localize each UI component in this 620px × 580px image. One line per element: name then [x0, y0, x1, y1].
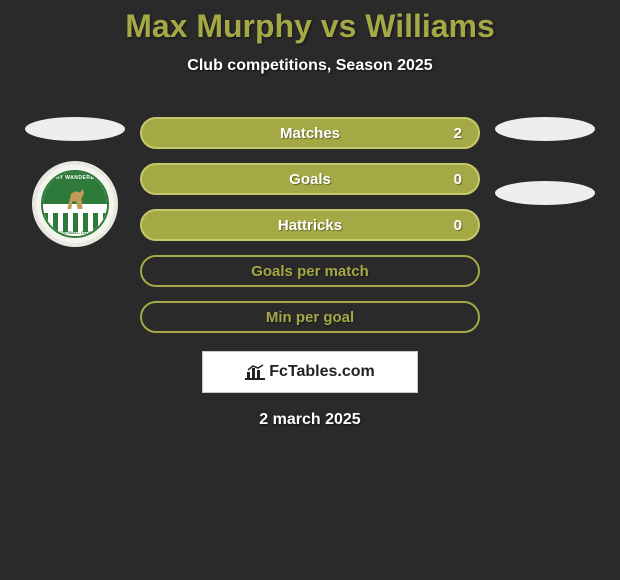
- attribution-text: FcTables.com: [269, 363, 375, 381]
- stat-value: 2: [454, 125, 462, 142]
- stat-bar-hattricks: Hattricks 0: [140, 209, 480, 241]
- left-club-badge: BRAY WANDERERS FOOTBALL CLUB: [32, 161, 118, 247]
- stat-value: 0: [454, 217, 462, 234]
- right-club-placeholder: [495, 181, 595, 205]
- left-player-placeholder: [25, 117, 125, 141]
- stat-label: Min per goal: [266, 309, 354, 326]
- left-player-col: BRAY WANDERERS FOOTBALL CLUB: [20, 117, 130, 247]
- right-player-col: [490, 117, 600, 205]
- attribution-box: FcTables.com: [202, 351, 418, 393]
- stat-bar-min-per-goal: Min per goal: [140, 301, 480, 333]
- comparison-card: Max Murphy vs Williams Club competitions…: [0, 0, 620, 429]
- chart-icon: [245, 364, 265, 380]
- stat-bar-goals: Goals 0: [140, 163, 480, 195]
- main-row: BRAY WANDERERS FOOTBALL CLUB Matches 2 G…: [0, 117, 620, 333]
- badge-text-top: BRAY WANDERERS: [43, 175, 107, 181]
- stat-label: Matches: [280, 125, 340, 142]
- stats-column: Matches 2 Goals 0 Hattricks 0 Goals per …: [140, 117, 480, 333]
- stat-value: 0: [454, 171, 462, 188]
- stat-label: Goals: [289, 171, 331, 188]
- badge-inner: BRAY WANDERERS FOOTBALL CLUB: [41, 170, 109, 238]
- right-player-placeholder: [495, 117, 595, 141]
- stat-label: Goals per match: [251, 263, 369, 280]
- date-text: 2 march 2025: [0, 411, 620, 429]
- stat-bar-matches: Matches 2: [140, 117, 480, 149]
- badge-text-bottom: FOOTBALL CLUB: [43, 230, 107, 235]
- page-title: Max Murphy vs Williams: [0, 8, 620, 45]
- subtitle: Club competitions, Season 2025: [0, 57, 620, 75]
- stat-bar-goals-per-match: Goals per match: [140, 255, 480, 287]
- stat-label: Hattricks: [278, 217, 342, 234]
